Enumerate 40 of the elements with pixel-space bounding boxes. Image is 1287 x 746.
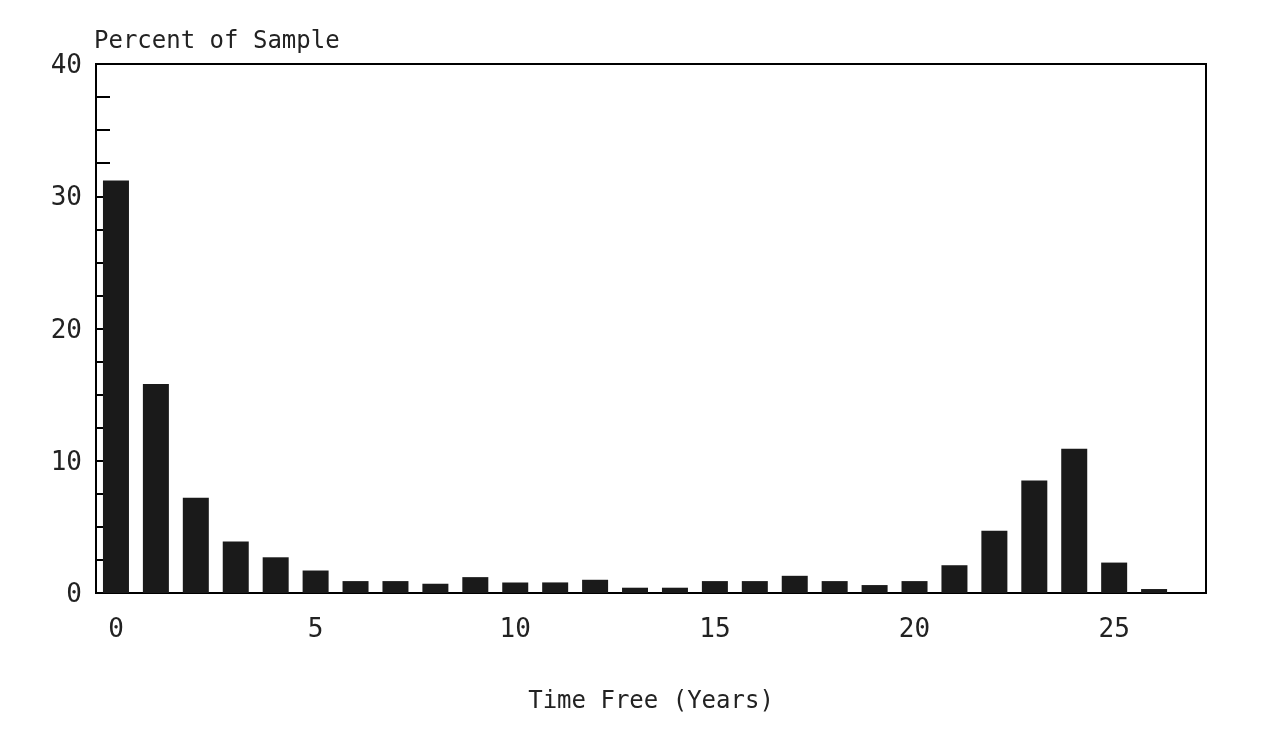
bar <box>821 581 848 593</box>
bar <box>382 581 409 593</box>
y-tick-label: 40 <box>50 49 82 79</box>
bar <box>142 384 169 593</box>
x-axis-title: Time Free (Years) <box>528 686 774 714</box>
bar <box>1141 589 1168 593</box>
bar <box>182 497 209 593</box>
bar <box>302 570 329 593</box>
x-tick-label: 0 <box>108 613 124 643</box>
x-tick-label: 5 <box>307 613 324 643</box>
x-tick-label: 20 <box>898 613 931 643</box>
y-tick-label: 20 <box>50 313 82 344</box>
bar <box>981 530 1008 593</box>
bar <box>582 579 609 593</box>
bar <box>941 565 968 593</box>
x-tick-label: 15 <box>699 613 731 643</box>
y-axis-title: Percent of Sample <box>94 26 340 54</box>
bar <box>542 582 569 593</box>
bar <box>622 587 649 593</box>
bar <box>741 581 768 593</box>
bar <box>861 585 888 593</box>
bar <box>222 541 249 593</box>
bar <box>1061 448 1088 593</box>
x-tick-label: 10 <box>499 613 531 643</box>
bar <box>342 581 369 593</box>
bar <box>462 577 489 593</box>
bar <box>262 557 289 593</box>
bar <box>102 180 129 593</box>
bar <box>1021 480 1048 593</box>
bar <box>901 581 928 593</box>
bar <box>422 583 449 593</box>
bar <box>502 582 529 593</box>
bar <box>1101 562 1128 593</box>
x-tick-label: 25 <box>1098 613 1130 643</box>
y-tick-label: 0 <box>66 578 82 608</box>
bar <box>701 581 728 593</box>
bar <box>781 575 808 593</box>
y-tick-label: 10 <box>50 445 82 476</box>
y-tick-label: 30 <box>50 181 82 212</box>
bar <box>661 587 688 593</box>
